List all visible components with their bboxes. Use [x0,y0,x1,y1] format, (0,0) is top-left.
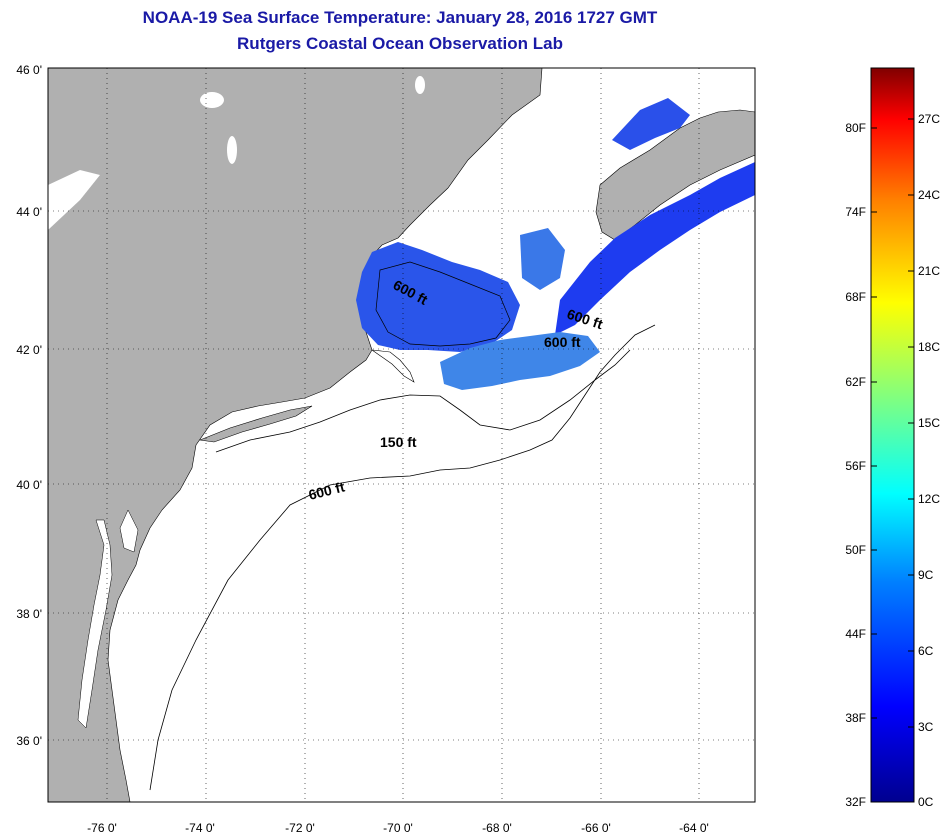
lat-label: 46 0' [16,63,42,77]
lon-label: -70 0' [383,821,413,835]
colorbar-c-label: 3C [918,720,934,734]
sst-patch-central [520,228,565,290]
colorbar [870,67,915,803]
lat-label: 44 0' [16,205,42,219]
colorbar-f-label: 50F [845,543,866,557]
lon-label: -64 0' [679,821,709,835]
lat-label: 36 0' [16,734,42,748]
colorbar-c-label: 21C [918,264,940,278]
colorbar-c-label: 9C [918,568,934,582]
colorbar-f-label: 74F [845,205,866,219]
sst-patch-bay-of-fundy [612,98,690,150]
long-island [198,405,313,443]
lake [415,76,425,94]
lat-label: 42 0' [16,343,42,357]
lake [200,92,224,108]
colorbar-c-label: 18C [918,340,940,354]
colorbar-f-label: 44F [845,627,866,641]
isobath-150ft [215,349,631,453]
colorbar-c-label: 15C [918,416,940,430]
colorbar-c-label: 27C [918,112,940,126]
sst-patch-gulf-of-maine [356,242,520,352]
map-area [48,68,755,802]
lon-label: -72 0' [285,821,315,835]
map-frame [47,67,756,803]
colorbar-f-label: 68F [845,290,866,304]
colorbar-c-label: 12C [918,492,940,506]
colorbar-f-label: 80F [845,121,866,135]
colorbar-f-label: 32F [845,795,866,809]
lon-label: -74 0' [185,821,215,835]
isobath-gulf-of-maine [375,261,511,347]
lat-label: 38 0' [16,607,42,621]
colorbar-f-label: 56F [845,459,866,473]
chesapeake-bay [77,519,113,729]
contour-label: 150 ft [380,434,417,450]
sst-patch-scotian-shelf [555,162,755,335]
lake-ontario [48,170,100,230]
lat-label: 40 0' [16,478,42,492]
contour-label: 600 ft [544,334,581,350]
sst-patch-georges-bank [440,332,600,390]
colorbar-c-label: 6C [918,644,934,658]
lon-label: -76 0' [87,821,117,835]
colorbar-c-label: 0C [918,795,934,809]
colorbar-c-label: 24C [918,188,940,202]
colorbar-f-label: 62F [845,375,866,389]
land-mainland [48,68,543,802]
colorbar-f-label: 38F [845,711,866,725]
land-nova-scotia [595,109,755,241]
delaware-bay [119,509,139,553]
cape-cod [371,349,415,383]
colorbar-ticks [871,118,914,728]
lon-label: -66 0' [581,821,611,835]
map-title: NOAA-19 Sea Surface Temperature: January… [142,8,658,27]
lake [227,136,237,164]
map-subtitle: Rutgers Coastal Ocean Observation Lab [237,34,563,53]
isobath-600ft [149,324,656,791]
lon-label: -68 0' [482,821,512,835]
